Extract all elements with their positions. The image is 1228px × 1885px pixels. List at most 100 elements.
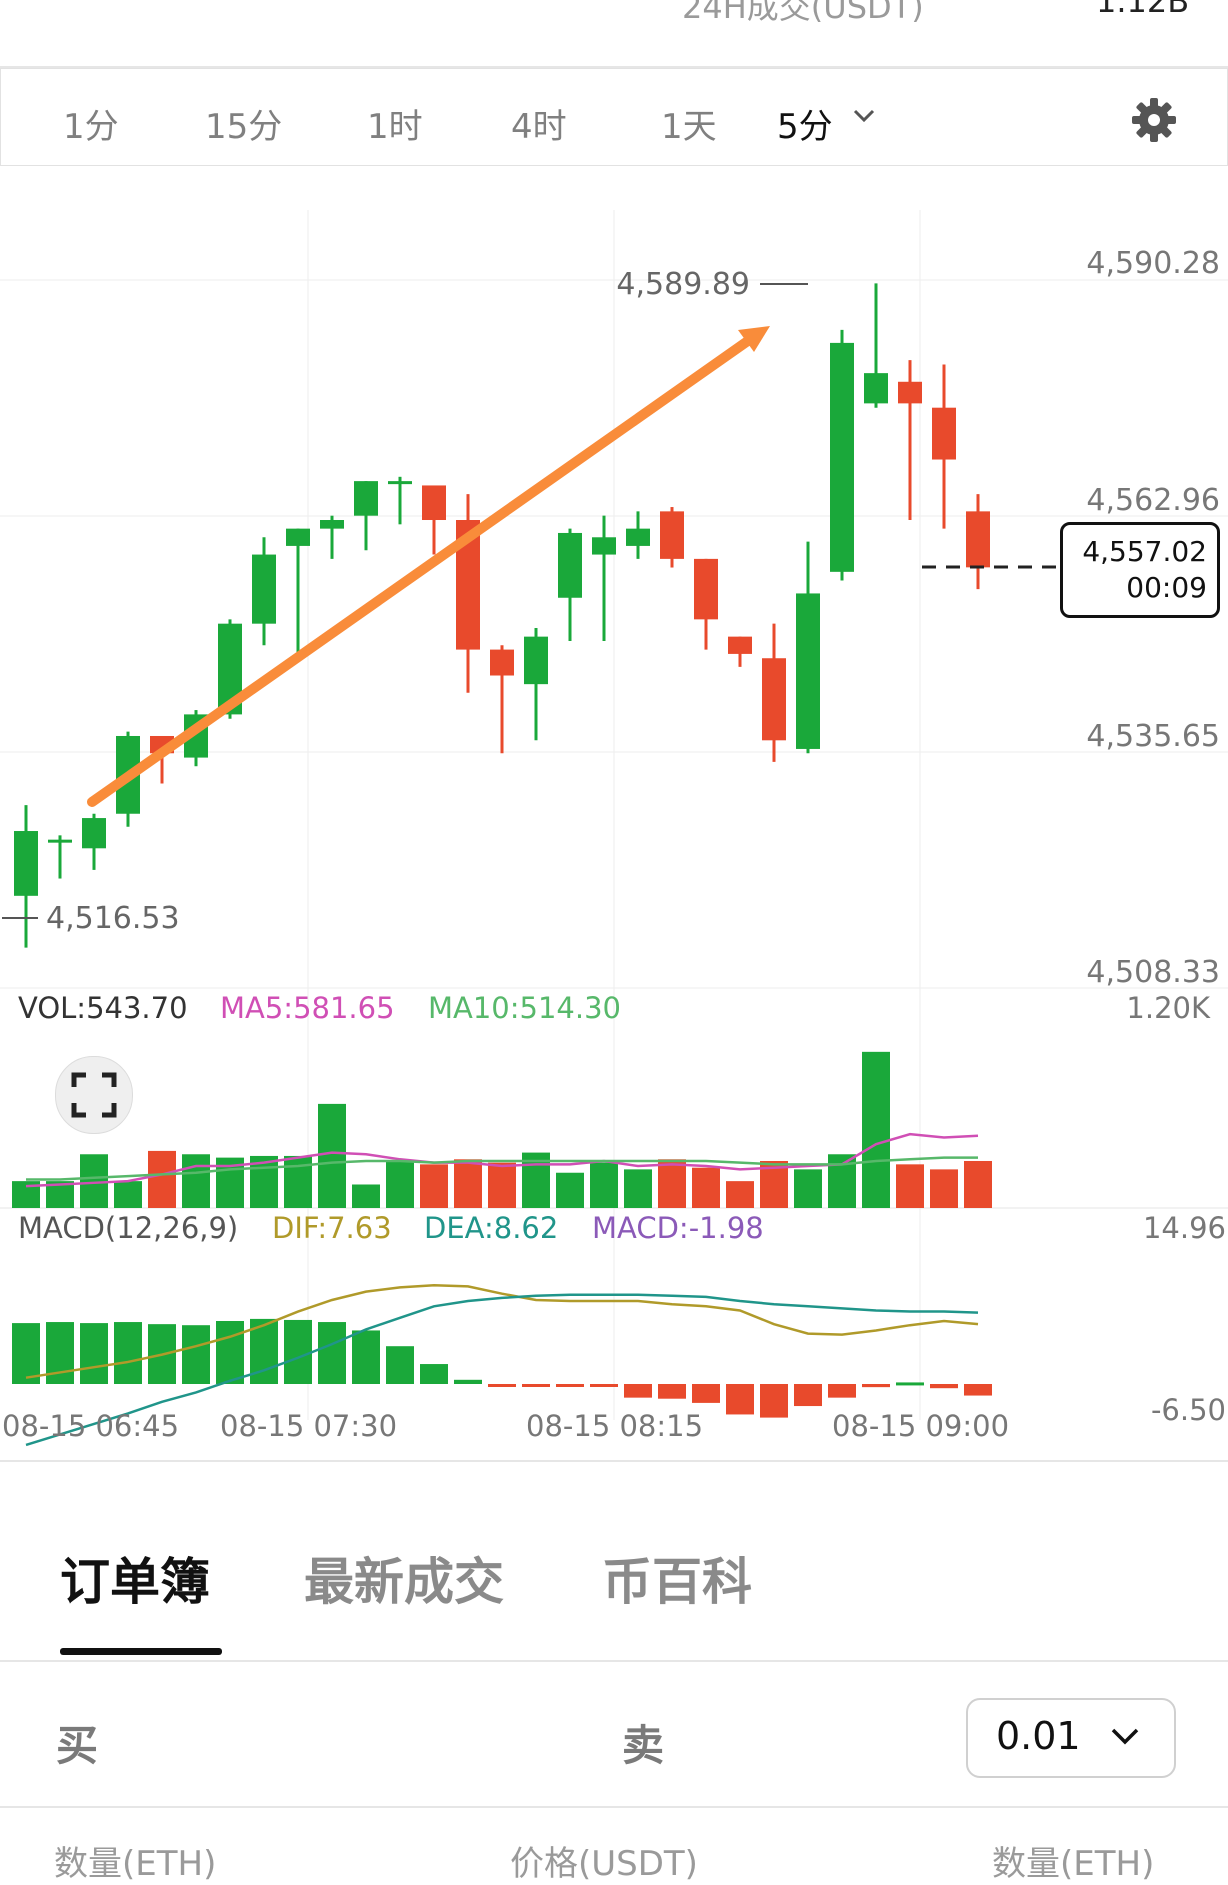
tab-order-book[interactable]: 订单簿 — [60, 1553, 210, 1611]
tab-4h[interactable]: 4时 — [511, 107, 567, 147]
dif-legend: DIF:7.63 — [272, 1211, 392, 1245]
candle-body — [966, 511, 990, 568]
price-axis-label: 4,590.28 — [1086, 246, 1220, 281]
macd-value-legend: MACD:-1.98 — [592, 1211, 764, 1245]
volume-bar — [794, 1169, 822, 1208]
macd-bar — [318, 1322, 346, 1384]
macd-bar — [420, 1364, 448, 1384]
timeframe-bar: 1分 15分 1时 4时 1天 5分 — [0, 68, 1228, 166]
col-qty-left: 数量(ETH) — [54, 1844, 217, 1884]
price-step-select[interactable]: 0.01 — [966, 1698, 1176, 1778]
volume-series — [12, 1051, 992, 1208]
macd-bar — [182, 1325, 210, 1384]
volume-bar — [658, 1159, 686, 1208]
candle-body — [422, 485, 446, 521]
macd-histogram — [12, 1318, 992, 1418]
macd-bar — [556, 1384, 584, 1387]
dif-line — [25, 1284, 979, 1379]
price-chart[interactable]: 4,589.89 4,516.53 4,590.28 4,562.96 4,53… — [0, 178, 1228, 1460]
fullscreen-icon — [71, 1072, 117, 1118]
buy-label: 买 — [56, 1721, 99, 1770]
candle-body — [320, 520, 344, 529]
fullscreen-button[interactable] — [55, 1056, 133, 1134]
price-step-value: 0.01 — [996, 1714, 1081, 1758]
price-axis-label: 4,508.33 — [1086, 955, 1220, 990]
sell-label: 卖 — [622, 1721, 665, 1770]
macd-bar — [216, 1321, 244, 1384]
tab-15m[interactable]: 15分 — [205, 107, 283, 147]
macd-bar — [352, 1330, 380, 1384]
macd-bar — [284, 1319, 312, 1384]
tab-latest-trades[interactable]: 最新成交 — [304, 1553, 504, 1611]
macd-legend: MACD(12,26,9) — [18, 1211, 238, 1245]
macd-bar — [964, 1384, 992, 1396]
current-price-value: 4,557.02 — [1082, 535, 1207, 568]
macd-bar — [522, 1384, 550, 1387]
macd-bar — [488, 1384, 516, 1387]
tab-1m[interactable]: 1分 — [63, 107, 119, 147]
candle-body — [524, 636, 548, 685]
dea-legend: DEA:8.62 — [424, 1211, 558, 1245]
volume-bar — [896, 1164, 924, 1208]
macd-bar — [12, 1323, 40, 1384]
tab-coin-wiki[interactable]: 币百科 — [602, 1553, 752, 1611]
macd-bar — [760, 1384, 788, 1418]
candle-body — [558, 532, 582, 598]
macd-bar — [726, 1384, 754, 1415]
macd-bar — [114, 1322, 142, 1384]
candlestick-series — [14, 283, 990, 948]
volume-24h-value: 1.12B — [1096, 0, 1190, 20]
volume-24h-label: 24H成交(USDT) — [682, 0, 924, 26]
volume-bar — [964, 1160, 992, 1208]
candle-body — [830, 342, 854, 572]
volume-bar — [114, 1181, 142, 1208]
tab-1h[interactable]: 1时 — [367, 107, 423, 147]
candle-body — [48, 839, 72, 843]
volume-bar — [386, 1160, 414, 1208]
low-label: 4,516.53 — [46, 901, 180, 936]
chevron-down-icon[interactable] — [853, 105, 875, 127]
time-axis-label: 08-15 09:00 — [832, 1409, 1009, 1443]
volume-bar — [488, 1162, 516, 1208]
volume-bar — [284, 1155, 312, 1208]
volume-bar — [692, 1167, 720, 1208]
settings-gear-icon[interactable] — [1130, 96, 1178, 144]
ma10-line — [26, 1156, 978, 1181]
macd-bar — [80, 1323, 108, 1384]
detail-tabs: 订单簿 最新成交 币百科 — [0, 1520, 1228, 1662]
macd-max-label: 14.96 — [1143, 1211, 1226, 1245]
vol-legend: VOL:543.70 — [18, 991, 188, 1025]
macd-bar — [386, 1346, 414, 1384]
tab-1d[interactable]: 1天 — [661, 107, 717, 147]
candle-body — [864, 373, 888, 404]
candle-body — [490, 649, 514, 676]
macd-bar — [692, 1384, 720, 1403]
price-axis-label: 4,562.96 — [1086, 483, 1220, 518]
volume-max-label: 1.20K — [1126, 991, 1211, 1025]
candle-body — [898, 381, 922, 404]
volume-bar — [726, 1181, 754, 1208]
volume-bar — [148, 1150, 176, 1208]
current-price-tag: 4,557.02 00:09 — [1060, 522, 1220, 618]
candle-body — [252, 554, 276, 624]
macd-bar — [454, 1379, 482, 1384]
time-axis-label: 08-15 06:45 — [2, 1409, 179, 1443]
chevron-down-icon — [1111, 1728, 1139, 1745]
grid — [0, 210, 1228, 1420]
volume-bar — [318, 1103, 346, 1208]
col-price: 价格(USDT) — [510, 1844, 698, 1884]
volume-bar — [420, 1164, 448, 1208]
volume-bar — [624, 1169, 652, 1208]
macd-min-label: -6.50 — [1151, 1393, 1226, 1427]
candle-body — [694, 558, 718, 620]
active-tab-indicator — [60, 1648, 222, 1655]
volume-bar — [454, 1159, 482, 1208]
macd-bar — [794, 1384, 822, 1407]
order-book-header: 买 卖 0.01 — [0, 1660, 1228, 1808]
ma10-legend: MA10:514.30 — [428, 991, 621, 1025]
volume-bar — [556, 1172, 584, 1208]
chart-area[interactable]: 4,589.89 4,516.53 4,590.28 4,562.96 4,53… — [0, 178, 1228, 1462]
volume-bar — [590, 1162, 618, 1208]
candle-body — [626, 528, 650, 546]
tab-5m-selected[interactable]: 5分 — [777, 107, 833, 147]
